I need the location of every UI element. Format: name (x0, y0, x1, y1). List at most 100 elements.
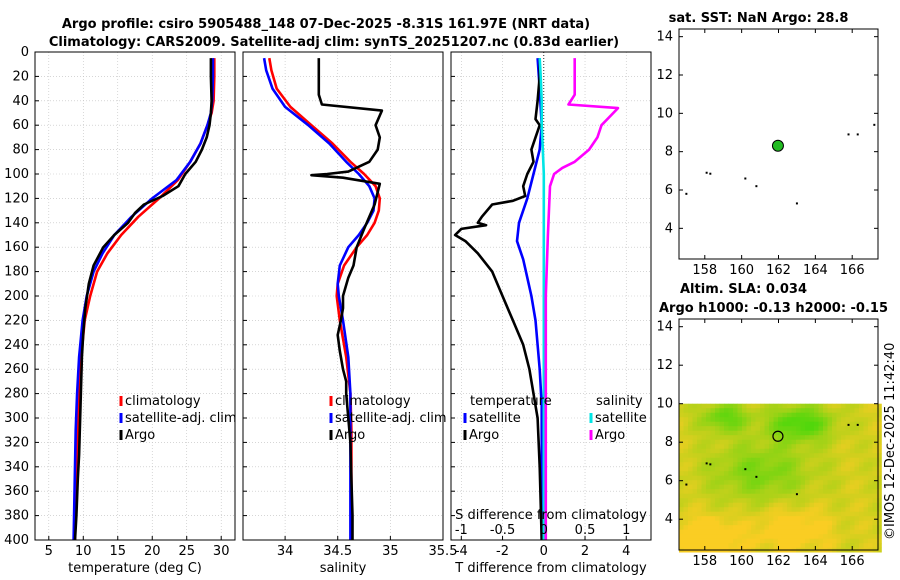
sla-heatmap-cell (859, 426, 864, 431)
sla-heatmap-cell (877, 462, 882, 467)
sla-heatmap-cell (737, 426, 743, 431)
sla-heatmap-cell (706, 430, 711, 436)
sla-heatmap-cell (742, 493, 747, 499)
sla-heatmap-cell (841, 435, 846, 440)
legend-sal-header: salinity (596, 394, 643, 409)
sla-heatmap-cell (697, 480, 702, 485)
sla-heatmap-cell (800, 426, 806, 431)
sla-heatmap-cell (782, 507, 788, 512)
sla-heatmap-cell (800, 543, 806, 548)
sla-heatmap-cell (832, 439, 837, 445)
sla-heatmap-cell (728, 480, 734, 485)
sla-heatmap-cell (733, 507, 738, 512)
sla-heatmap-cell (796, 417, 801, 422)
series-line-t-argo (453, 58, 543, 541)
sla-heatmap-cell (724, 421, 729, 427)
sla-heatmap-cell (706, 538, 711, 544)
sla-heatmap-cell (850, 543, 855, 548)
sla-heatmap-cell (724, 475, 729, 481)
sla-heatmap-cell (836, 439, 842, 445)
sla-heatmap-cell (787, 498, 792, 503)
sla-heatmap-cell (818, 453, 824, 458)
sla-heatmap-cell (715, 466, 720, 472)
sla-heatmap-cell (782, 444, 788, 449)
sla-heatmap-cell (791, 502, 797, 508)
sla-heatmap-cell (760, 516, 765, 521)
sla-heatmap-cell (692, 417, 698, 422)
sla-heatmap-cell (769, 534, 774, 539)
sla-heatmap-cell (800, 516, 806, 521)
sla-heatmap-cell (751, 403, 756, 409)
sla-heatmap-cell (701, 448, 707, 454)
sla-heatmap-cell (737, 462, 743, 467)
sla-heatmap-cell (863, 516, 869, 521)
sla-heatmap-cell (796, 480, 801, 485)
sla-heatmap-cell (805, 543, 810, 548)
sla-heatmap-cell (818, 507, 824, 512)
sla-heatmap-cell (769, 520, 774, 526)
sla-heatmap-cell (760, 439, 765, 445)
sla-heatmap-cell (701, 507, 707, 512)
sla-heatmap-cell (706, 471, 711, 476)
sla-heatmap-cell (742, 453, 747, 458)
sla-heatmap-cell (796, 403, 801, 409)
sla-heatmap-cell (742, 412, 747, 418)
sla-heatmap-cell (791, 516, 797, 521)
sla-heatmap-cell (827, 489, 833, 494)
sla-heatmap-cell (823, 498, 828, 503)
sla-heatmap-cell (742, 448, 747, 454)
sla-heatmap-cell (742, 484, 747, 490)
sla-heatmap-cell (692, 520, 698, 526)
map-frame (678, 318, 879, 551)
sla-heatmap-cell (850, 489, 855, 494)
sla-heatmap-cell (814, 475, 819, 481)
sla-heatmap-cell (872, 493, 878, 499)
sla-heatmap-cell (850, 408, 855, 413)
sla-heatmap-cell (692, 502, 698, 508)
sla-heatmap-cell (841, 444, 846, 449)
sla-heatmap-cell (683, 439, 689, 445)
sla-heatmap-cell (796, 511, 801, 517)
sla-heatmap-cell (872, 408, 878, 413)
sla-heatmap-cell (719, 520, 725, 526)
sla-heatmap-cell (841, 502, 846, 508)
sla-heatmap-cell (782, 498, 788, 503)
sla-heatmap-cell (778, 417, 783, 422)
sla-heatmap-cell (827, 417, 833, 422)
sla-heatmap-cell (760, 489, 765, 494)
sla-heatmap-cell (728, 435, 734, 440)
sla-heatmap-cell (868, 444, 873, 449)
sla-heatmap-cell (868, 426, 873, 431)
sla-heatmap-cell (796, 529, 801, 535)
sla-heatmap-cell (823, 417, 828, 422)
x-tick-label: -2 (496, 544, 509, 559)
sla-heatmap-cell (683, 421, 689, 427)
sla-heatmap-cell (719, 417, 725, 422)
sla-heatmap-cell (679, 480, 684, 485)
sla-heatmap-cell (800, 421, 806, 427)
sla-heatmap-cell (715, 448, 720, 454)
sla-heatmap-cell (769, 538, 774, 544)
sla-heatmap-cell (818, 502, 824, 508)
island-dot (705, 462, 708, 465)
sla-heatmap-cell (746, 426, 752, 431)
sla-heatmap-cell (805, 444, 810, 449)
sla-heatmap-cell (796, 525, 801, 530)
sla-heatmap-cell (809, 480, 815, 485)
sla-heatmap-cell (800, 444, 806, 449)
sla-heatmap-cell (715, 426, 720, 431)
sla-heatmap-cell (760, 520, 765, 526)
sla-heatmap-cell (841, 430, 846, 436)
sla-heatmap-cell (755, 529, 761, 535)
sla-heatmap-cell (827, 435, 833, 440)
sla-heatmap-cell (791, 475, 797, 481)
sla-heatmap-cell (719, 457, 725, 463)
sla-heatmap-cell (697, 439, 702, 445)
sla-heatmap-cell (832, 421, 837, 427)
sla-heatmap-cell (782, 439, 788, 445)
sla-heatmap-cell (692, 453, 698, 458)
sla-heatmap-cell (737, 498, 743, 503)
sla-heatmap-cell (845, 475, 851, 481)
sla-heatmap-cell (773, 403, 779, 409)
x-tick-label: 0 (540, 544, 548, 559)
